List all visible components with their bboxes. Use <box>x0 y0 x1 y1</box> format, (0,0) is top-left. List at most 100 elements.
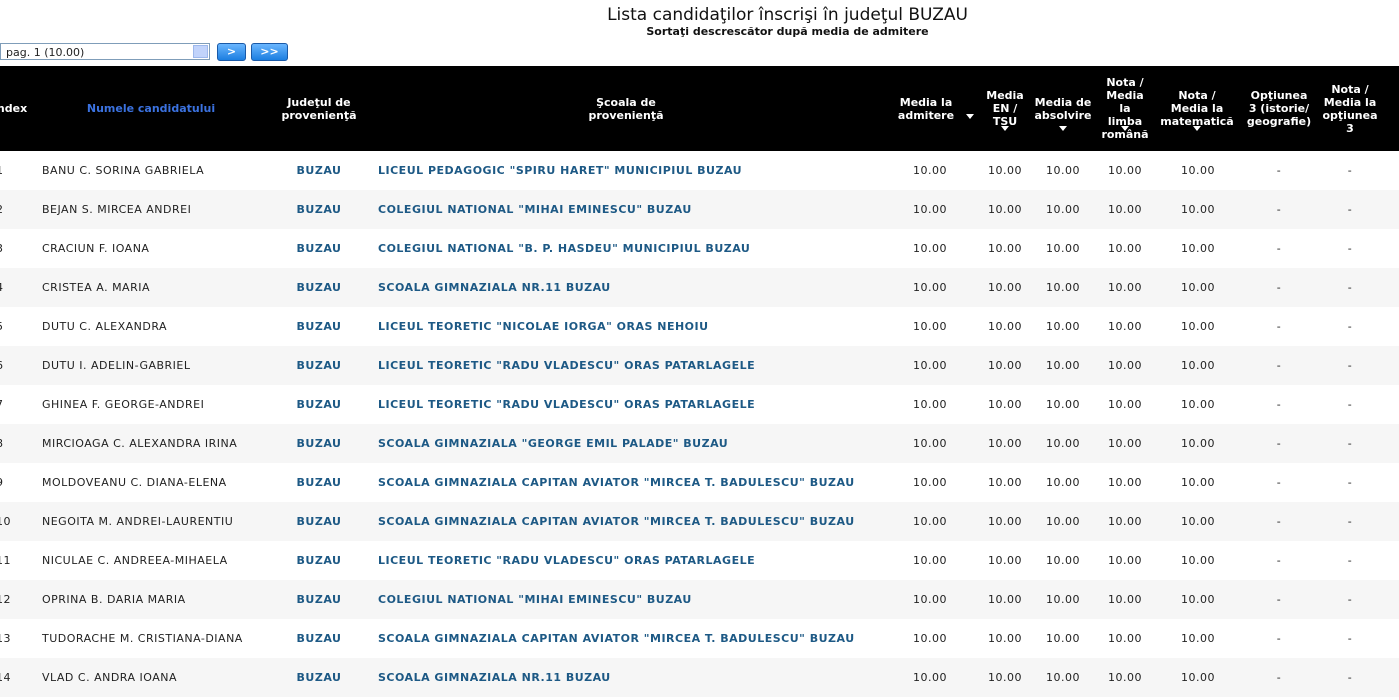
table-cell: 10.00 <box>1181 398 1215 411</box>
table-row: 13 TUDORACHE M. CRISTIANA-DIANA BUZAU SCOAL… <box>0 619 1399 658</box>
column-header-text: Media de absolvire <box>1034 95 1092 122</box>
page-select[interactable]: pag. 1 (10.00) <box>0 43 210 60</box>
table-row: 14 VLAD C. ANDRA IOANA BUZAU SCOALA GIMNAZI… <box>0 658 1399 697</box>
table-body: 1 BANU C. SORINA GABRIELA BUZAU LICEUL PEDA… <box>0 151 1399 700</box>
table-cell: SCOALA GIMNAZIALA "GEORGE EMIL PALADE" B… <box>378 437 729 450</box>
table-cell: - <box>1276 632 1282 645</box>
table-cell: 10.00 <box>1046 671 1080 684</box>
table-cell: 10.00 <box>1046 203 1080 216</box>
last-button[interactable]: >> <box>251 43 288 61</box>
sort-arrow <box>1001 126 1009 131</box>
table-cell: - <box>1276 515 1282 528</box>
table-cell: BUZAU <box>296 242 342 255</box>
table-cell: 10.00 <box>1108 164 1142 177</box>
table-row: 1 BANU C. SORINA GABRIELA BUZAU LICEUL PEDA… <box>0 151 1399 190</box>
table-cell: 10.00 <box>1108 437 1142 450</box>
table-cell: COLEGIUL NATIONAL "B. P. HASDEU" MUNICIP… <box>378 242 751 255</box>
column-header: Index <box>0 66 32 151</box>
table-cell: - <box>1347 398 1353 411</box>
table-cell: 10.00 <box>1181 671 1215 684</box>
table-cell: 10.00 <box>913 515 947 528</box>
table-cell: - <box>1276 593 1282 606</box>
table-cell: 10.00 <box>1046 281 1080 294</box>
column-header-text: Media la admitere <box>897 95 955 122</box>
column-header-text: Judeţul de provenienţă <box>281 95 357 122</box>
table-cell: 10.00 <box>913 671 947 684</box>
table-cell: 10.00 <box>1108 242 1142 255</box>
table-cell: 4 <box>0 268 4 307</box>
table-cell: - <box>1276 164 1282 177</box>
page-title: Lista candidaţilor înscrişi în judeţul B… <box>607 5 968 25</box>
table-cell: LICEUL TEORETIC "RADU VLADESCU" ORAS PAT… <box>378 554 756 567</box>
table-row: 6 DUTU I. ADELIN-GABRIEL BUZAU LICEUL TEORE… <box>0 346 1399 385</box>
table-cell: 10.00 <box>988 632 1022 645</box>
table-cell: 5 <box>0 307 4 346</box>
table-cell: - <box>1347 593 1353 606</box>
table-row: 9 MOLDOVEANU C. DIANA-ELENA BUZAU SCOALA GI… <box>0 463 1399 502</box>
table-cell: - <box>1347 359 1353 372</box>
table-cell: - <box>1276 398 1282 411</box>
column-header: Nota / Media la opţiunea 3 <box>1321 66 1379 151</box>
table-cell: 10.00 <box>1181 203 1215 216</box>
table-cell: - <box>1276 203 1282 216</box>
column-header-text: Şcoala de provenienţă <box>588 95 664 122</box>
table-cell: 10.00 <box>1046 398 1080 411</box>
table-cell: LICEUL TEORETIC "NICOLAE IORGA" ORAS NEH… <box>378 320 709 333</box>
table-cell: 10.00 <box>988 671 1022 684</box>
table-row: 7 GHINEA F. GEORGE-ANDREI BUZAU LICEUL TEOR… <box>0 385 1399 424</box>
table-cell: BUZAU <box>296 437 342 450</box>
table-cell: 10.00 <box>1046 632 1080 645</box>
table-cell: 10.00 <box>1108 359 1142 372</box>
table-cell: 10.00 <box>1108 593 1142 606</box>
table-cell: - <box>1276 320 1282 333</box>
table-row: 11 NICULAE C. ANDREEA-MIHAELA BUZAU LICEUL … <box>0 541 1399 580</box>
column-header: Media EN / TSU <box>984 66 1026 151</box>
table-cell: 12 <box>0 593 11 606</box>
table-cell: 10.00 <box>1046 164 1080 177</box>
column-header: Şcoala de provenienţă <box>571 66 681 151</box>
table-cell: 10.00 <box>988 437 1022 450</box>
column-header-text[interactable]: Numele candidatului <box>86 102 216 115</box>
table-cell: - <box>1347 281 1353 294</box>
table-row: 4 CRISTEA A. MARIA BUZAU SCOALA GIMNAZIALA … <box>0 268 1399 307</box>
table-cell: BUZAU <box>296 320 342 333</box>
table-cell: 10.00 <box>988 281 1022 294</box>
table-cell: 10.00 <box>1108 632 1142 645</box>
table-cell: CRACIUN F. IOANA <box>42 242 150 255</box>
table-cell: BUZAU <box>296 671 342 684</box>
table-row: 5 DUTU C. ALEXANDRA BUZAU LICEUL TEORETIC "… <box>0 307 1399 346</box>
table-cell: 10.00 <box>913 554 947 567</box>
sort-arrow <box>1121 126 1129 131</box>
table-row: 3 CRACIUN F. IOANA BUZAU COLEGIUL NATIONAL … <box>0 229 1399 268</box>
page-subtitle: Sortaţi descrescător după media de admit… <box>646 25 929 38</box>
table-cell: 8 <box>0 424 4 463</box>
table-cell: 10.00 <box>1181 164 1215 177</box>
table-cell: SCOALA GIMNAZIALA NR.11 BUZAU <box>378 281 611 294</box>
table-cell: - <box>1276 359 1282 372</box>
table-cell: VLAD C. ANDRA IOANA <box>42 671 178 684</box>
column-header-text: Nota / Media la matematică <box>1160 89 1234 128</box>
sort-arrow <box>966 114 974 119</box>
table-cell: BUZAU <box>296 164 342 177</box>
column-header: Opţiunea 3 (istorie/ geografie) <box>1245 66 1313 151</box>
table-cell: 7 <box>0 385 4 424</box>
table-cell: 10.00 <box>988 554 1022 567</box>
table-cell: 1 <box>0 151 4 190</box>
dropdown-button[interactable] <box>193 45 208 58</box>
column-header: Nota / Media la limba română <box>1101 66 1149 151</box>
table-row: 8 MIRCIOAGA C. ALEXANDRA IRINA BUZAU SCOALA… <box>0 424 1399 463</box>
table-cell: BUZAU <box>296 398 342 411</box>
table-cell: - <box>1347 242 1353 255</box>
sort-arrow <box>1059 126 1067 131</box>
table-cell: 10.00 <box>1108 320 1142 333</box>
table-cell: - <box>1347 164 1353 177</box>
table-cell: BANU C. SORINA GABRIELA <box>42 164 205 177</box>
table-cell: BUZAU <box>296 281 342 294</box>
next-button[interactable]: > <box>217 43 246 61</box>
table-cell: - <box>1347 320 1353 333</box>
table-cell: 10.00 <box>988 203 1022 216</box>
table-cell: 10.00 <box>913 476 947 489</box>
table-header: Index Numele candidatului Judeţul de prove… <box>0 66 1399 151</box>
column-header: Media la admitere <box>876 66 976 151</box>
